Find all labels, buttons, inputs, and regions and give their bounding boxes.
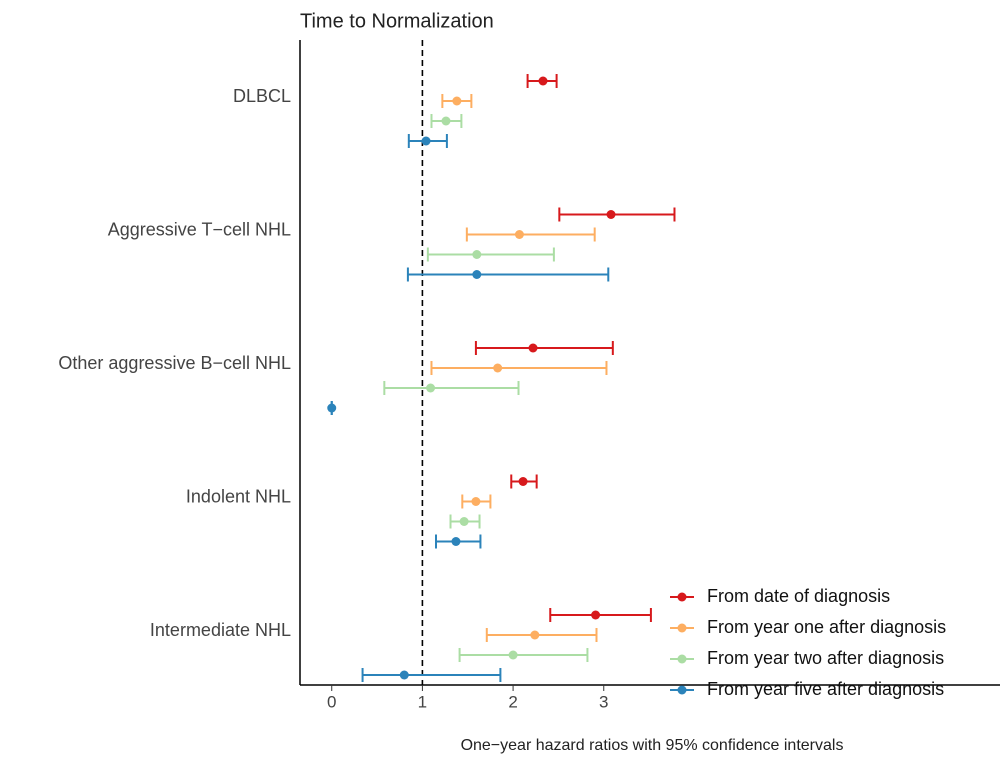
legend-label: From year one after diagnosis xyxy=(707,617,946,637)
legend-label: From date of diagnosis xyxy=(707,586,890,606)
legend-dot xyxy=(677,685,687,695)
point-estimate xyxy=(472,250,482,259)
category-label: Other aggressive B−cell NHL xyxy=(58,353,291,373)
point-estimate xyxy=(591,610,601,620)
category-label: Aggressive T−cell NHL xyxy=(108,219,291,239)
point-estimate xyxy=(459,517,469,526)
category-label: Indolent NHL xyxy=(186,486,291,506)
point-estimate xyxy=(528,343,538,353)
point-estimate xyxy=(508,650,518,660)
x-axis-title: One−year hazard ratios with 95% confiden… xyxy=(461,737,844,754)
point-estimate xyxy=(514,230,524,239)
point-estimate xyxy=(421,136,431,146)
point-estimate xyxy=(327,403,337,413)
category-label: DLBCL xyxy=(233,86,291,106)
legend-dot xyxy=(677,592,687,602)
point-estimate xyxy=(518,477,528,486)
legend-dot xyxy=(677,654,687,664)
point-estimate xyxy=(451,537,461,546)
x-tick-label: 0 xyxy=(327,692,336,711)
point-estimate xyxy=(441,116,451,126)
x-tick-label: 2 xyxy=(508,692,517,711)
point-estimate xyxy=(426,383,436,393)
point-estimate xyxy=(452,96,462,106)
point-estimate xyxy=(530,630,540,640)
legend-label: From year two after diagnosis xyxy=(707,648,944,668)
point-estimate xyxy=(471,497,481,506)
legend-label: From year five after diagnosis xyxy=(707,679,944,699)
point-estimate xyxy=(472,270,482,279)
point-estimate xyxy=(493,363,503,373)
point-estimate xyxy=(538,76,548,86)
point-estimate xyxy=(606,210,616,219)
point-estimate xyxy=(399,670,409,680)
x-tick-label: 1 xyxy=(418,692,427,711)
chart-title: Time to Normalization xyxy=(300,10,494,32)
x-tick-label: 3 xyxy=(599,692,608,711)
legend-dot xyxy=(677,623,687,633)
category-label: Intermediate NHL xyxy=(150,620,291,640)
